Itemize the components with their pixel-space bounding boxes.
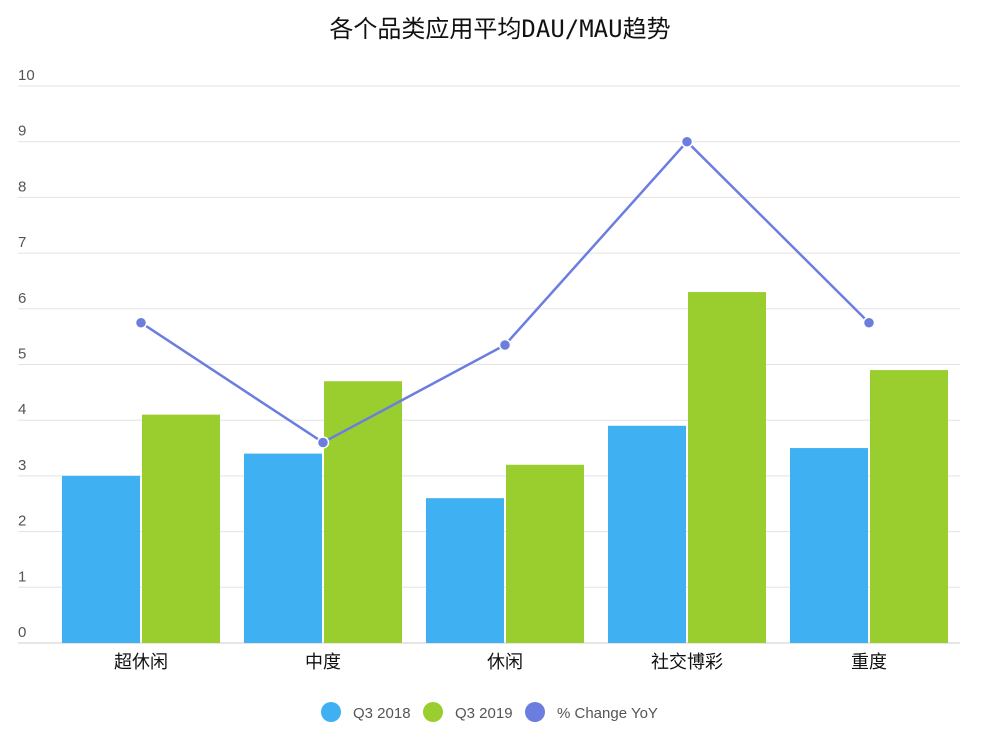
legend-swatch[interactable] [525,702,545,722]
x-axis-ticks: 超休闲 中度 休闲 社交博彩 重度 [114,652,887,673]
y-tick-label: 4 [18,401,26,418]
bar-q3-2019[interactable] [142,414,220,643]
legend-swatch[interactable] [423,702,443,722]
legend-label[interactable]: % Change YoY [557,705,658,722]
y-tick-label: 1 [18,568,26,585]
y-tick-label: 2 [18,513,26,530]
legend[interactable]: Q3 2018 Q3 2019 % Change YoY [321,702,658,722]
y-tick-label: 0 [18,624,26,641]
y-axis-ticks: 0 1 2 3 4 5 6 7 8 9 10 [18,67,35,641]
bar-q3-2019[interactable] [324,381,402,643]
x-tick-label: 重度 [851,652,887,673]
chart-title: 各个品类应用平均DAU/MAU趋势 [329,15,670,43]
y-tick-label: 10 [18,67,35,84]
bars [62,292,948,643]
x-tick-label: 中度 [305,652,341,673]
yoy-point[interactable] [498,338,512,352]
yoy-point[interactable] [680,135,694,148]
bar-q3-2018[interactable] [608,425,686,643]
y-tick-label: 3 [18,457,26,474]
bar-q3-2019[interactable] [688,292,766,643]
bar-q3-2018[interactable] [790,448,868,643]
bar-q3-2019[interactable] [870,370,948,643]
yoy-line [134,135,876,449]
legend-label[interactable]: Q3 2019 [455,705,513,722]
y-tick-label: 8 [18,178,26,195]
y-tick-label: 6 [18,290,26,307]
legend-swatch[interactable] [321,702,341,722]
y-tick-label: 9 [18,123,26,140]
x-tick-label: 休闲 [487,652,523,673]
y-tick-label: 5 [18,346,26,363]
x-tick-label: 超休闲 [114,652,168,673]
y-tick-label: 7 [18,234,26,251]
bar-q3-2018[interactable] [62,475,140,643]
x-tick-label: 社交博彩 [651,652,723,673]
legend-label[interactable]: Q3 2018 [353,705,411,722]
bar-q3-2019[interactable] [506,464,584,643]
bar-q3-2018[interactable] [244,453,322,643]
yoy-point[interactable] [134,316,148,329]
yoy-point[interactable] [862,316,876,329]
yoy-point[interactable] [316,436,330,449]
bar-q3-2018[interactable] [426,498,504,643]
